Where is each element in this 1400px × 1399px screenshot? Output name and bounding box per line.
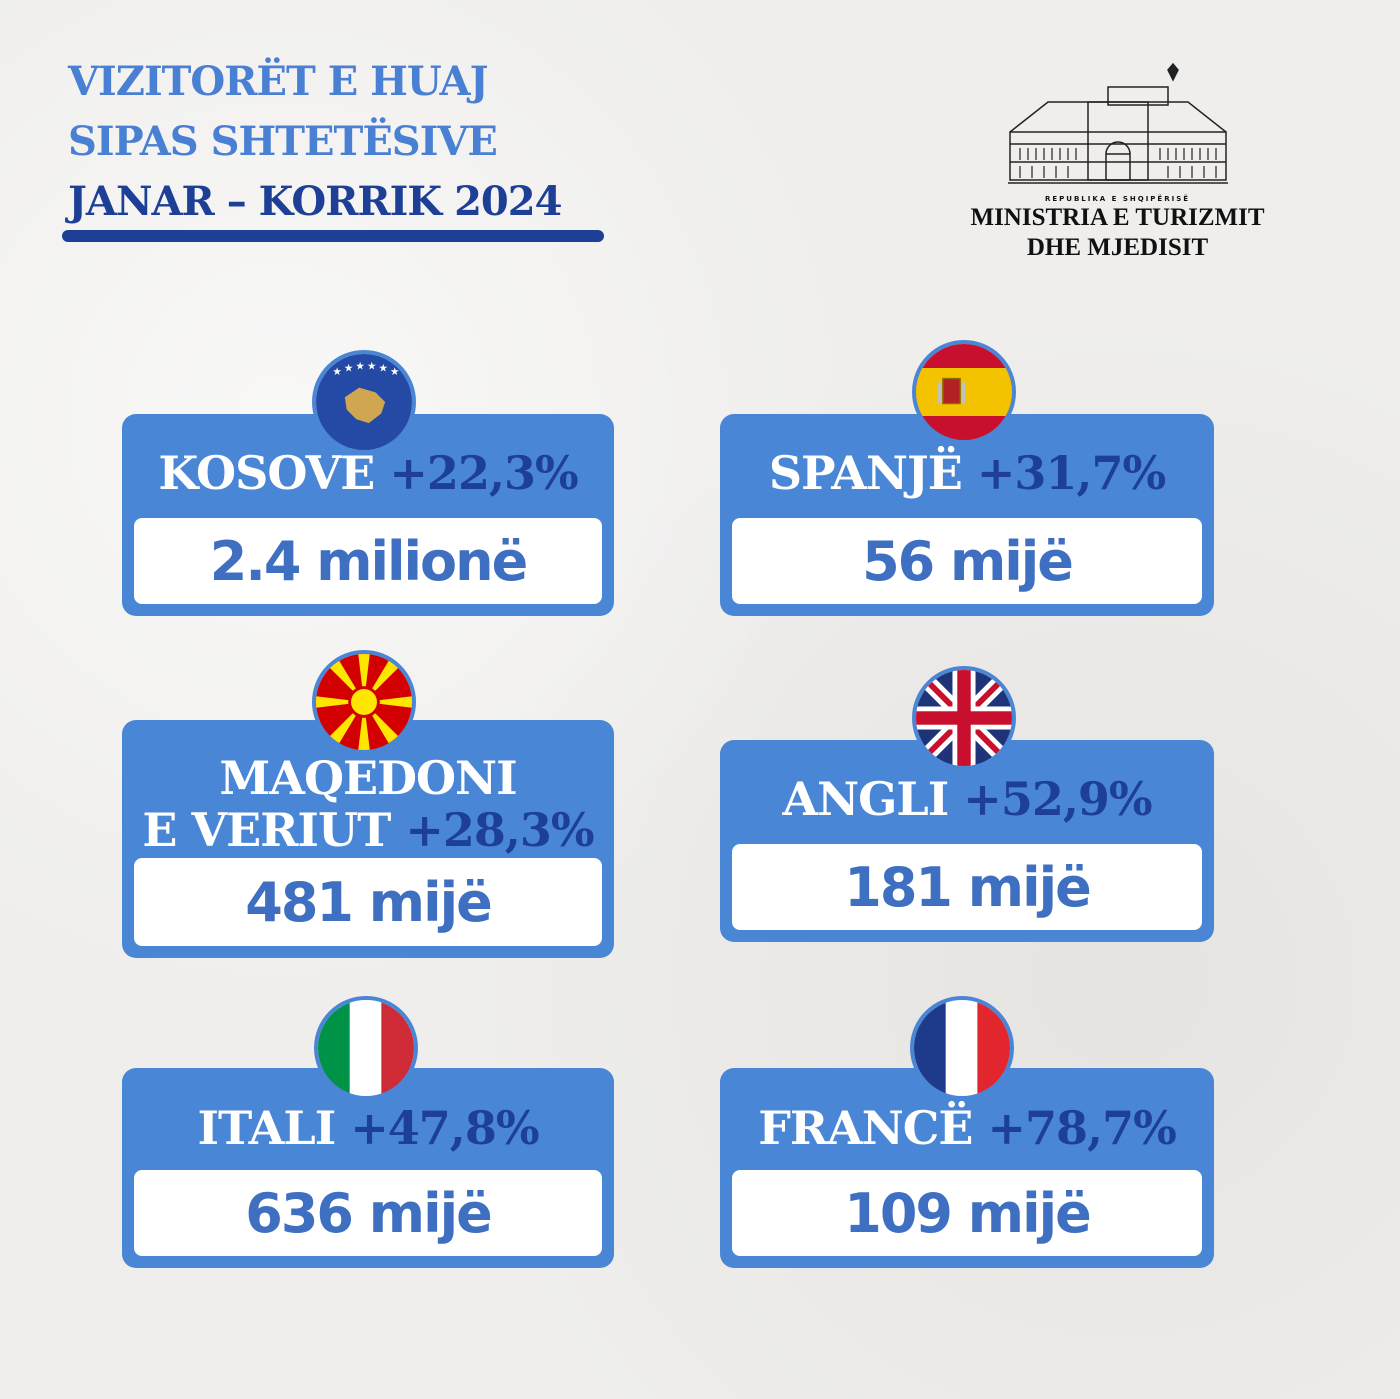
title-line-3: JANAR – KORRIK 2024 [68,178,562,225]
card-heading: MAQEDONI E VERIUT +28,3% [122,752,614,856]
ministry-logo: REPUBLIKA E SHQIPËRISË MINISTRIA E TURIZ… [945,62,1290,282]
card-heading: SPANJË +31,7% [720,445,1214,501]
logo-line-2: DHE MJEDISIT [1026,234,1209,261]
percent-change: +31,7% [976,446,1166,500]
logo-subtitle: REPUBLIKA E SHQIPËRISË [1044,195,1191,203]
percent-change: +28,3% [405,803,594,857]
spain-flag-icon [912,340,1016,444]
card-heading: FRANCË +78,7% [720,1100,1214,1156]
card-heading: KOSOVË +22,3% [122,445,614,501]
country-name-line-2: E VERIUT [142,803,391,857]
france-flag-icon [910,996,1014,1100]
svg-text:★: ★ [332,366,341,378]
country-name: SPANJË [768,446,963,500]
title-line-2: SIPAS SHTETËSIVE [68,118,498,165]
title-underline [62,230,604,242]
card-france: FRANCË +78,7% 109 mijë [720,996,1214,1268]
svg-text:★: ★ [378,362,387,374]
visitor-count: 2.4 milionë [134,518,602,604]
card-north-macedonia: MAQEDONI E VERIUT +28,3% 481 mijë [122,650,614,958]
visitor-count: 56 mijë [732,518,1202,604]
country-name: KOSOVË [158,446,375,500]
page-title: VIZITORËT E HUAJ SIPAS SHTETËSIVE JANAR … [68,52,562,232]
visitor-count: 181 mijë [732,844,1202,930]
title-line-1: VIZITORËT E HUAJ [68,58,489,105]
ministry-building-icon [1007,62,1228,184]
country-name: ANGLI [782,772,949,826]
union-jack-flag-icon [912,666,1016,770]
north-macedonia-flag-icon [312,650,416,754]
svg-text:★: ★ [355,360,364,372]
country-name: FRANCË [758,1101,973,1155]
card-england: ANGLI +52,9% 181 mijë [720,666,1214,942]
country-name: ITALI [197,1101,336,1155]
card-kosovo: KOSOVË +22,3% 2.4 milionë ★ ★ ★ ★ ★ ★ [122,350,614,616]
kosovo-flag-icon: ★ ★ ★ ★ ★ ★ [312,350,416,454]
percent-change: +52,9% [963,772,1152,826]
card-italy: ITALI +47,8% 636 mijë [122,996,614,1268]
card-heading: ANGLI +52,9% [720,771,1214,827]
percent-change: +22,3% [389,446,578,500]
italy-flag-icon [314,996,418,1100]
svg-text:★: ★ [367,360,376,372]
card-heading: ITALI +47,8% [122,1100,614,1156]
logo-line-1: MINISTRIA E TURIZMIT [970,204,1265,231]
svg-text:★: ★ [390,366,399,378]
svg-text:★: ★ [344,362,353,374]
card-spain: SPANJË +31,7% 56 mijë [720,340,1214,616]
percent-change: +47,8% [350,1101,539,1155]
visitor-count: 481 mijë [134,858,602,946]
country-name-line-1: MAQEDONI [219,751,517,805]
percent-change: +78,7% [987,1101,1177,1155]
visitor-count: 636 mijë [134,1170,602,1256]
visitor-count: 109 mijë [732,1170,1202,1256]
